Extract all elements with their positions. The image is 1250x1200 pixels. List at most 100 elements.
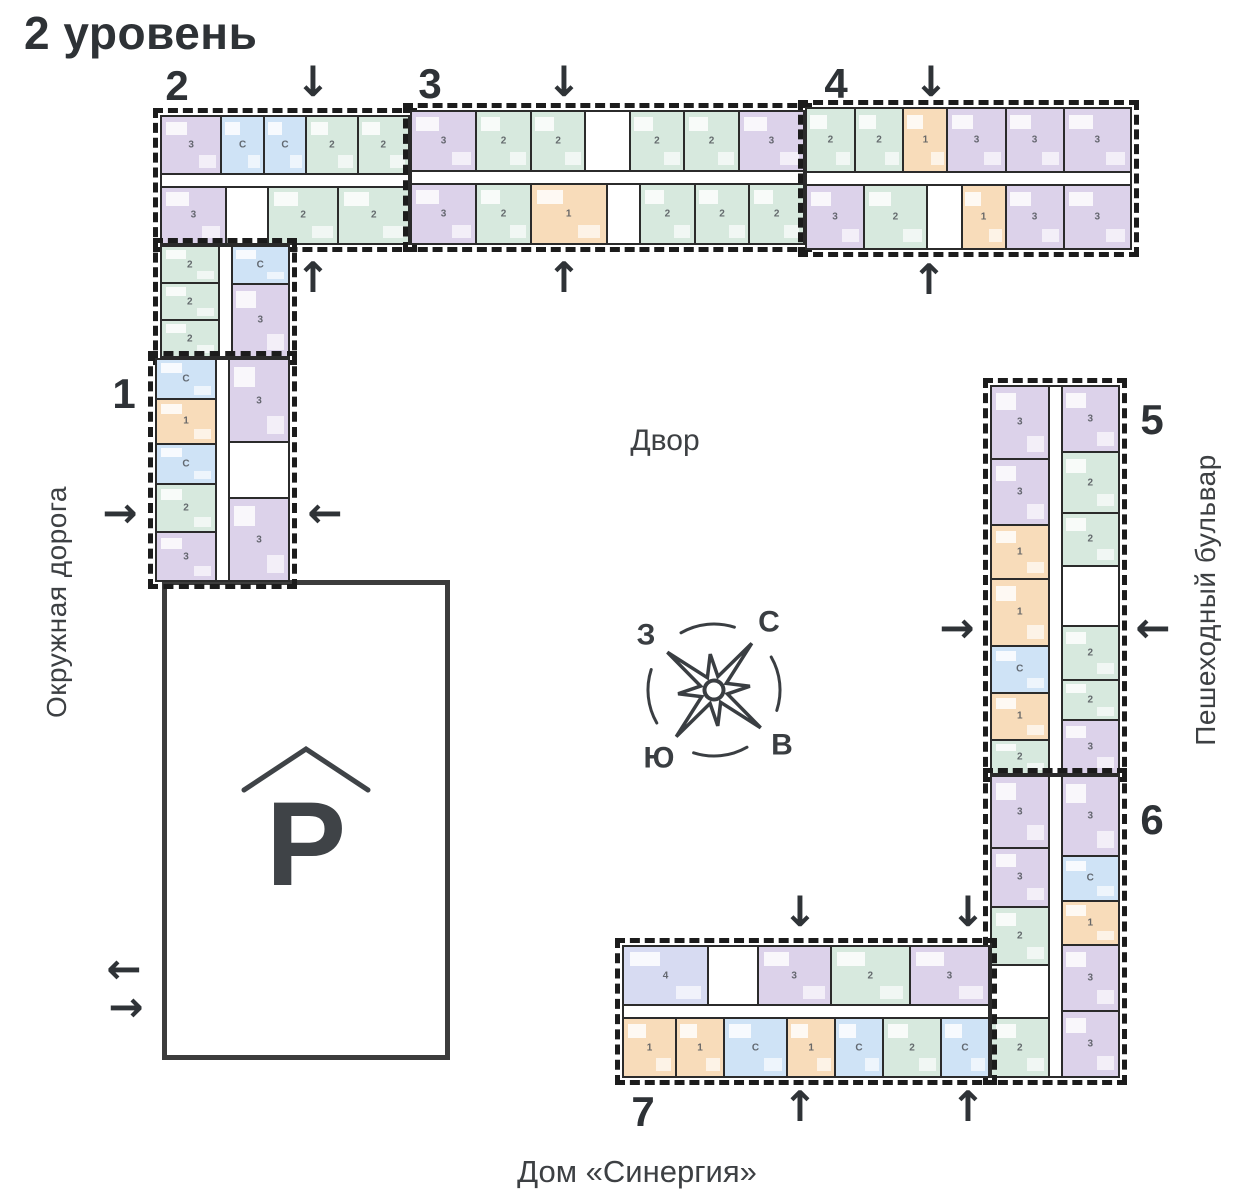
apartment-type-label: 2 — [876, 134, 882, 146]
apartment-cell[interactable]: 3 — [948, 109, 1005, 171]
apartment-type-label: С — [1016, 663, 1024, 675]
apartment-cell[interactable]: 2 — [307, 117, 357, 173]
apartment-cell[interactable]: С — [1062, 857, 1118, 900]
apartment-cell[interactable]: 1 — [992, 580, 1048, 645]
apartment-cell[interactable]: 2 — [162, 321, 218, 356]
apartment-cell[interactable]: С — [222, 117, 263, 173]
building-6: 3 3 2 2 3 С 1 3 3 — [983, 768, 1127, 1085]
apartment-cell[interactable]: 3 — [992, 777, 1048, 847]
stair-core — [607, 185, 640, 243]
section-number-2: 2 — [165, 62, 189, 109]
apartment-cell[interactable]: 2 — [750, 185, 803, 243]
apartment-type-label: 3 — [256, 534, 262, 545]
section-number-6: 6 — [1140, 796, 1164, 843]
street-label-left: Окружная дорога — [41, 485, 72, 719]
apartment-cell[interactable]: 3 — [232, 284, 288, 356]
apartment-type-label: 3 — [1094, 134, 1101, 146]
apartment-cell[interactable]: 3 — [1062, 721, 1118, 774]
apartment-cell[interactable]: 3 — [758, 947, 830, 1004]
apartment-cell[interactable]: 2 — [992, 740, 1048, 774]
apartment-cell[interactable]: 2 — [339, 187, 409, 243]
apartment-cell[interactable]: 2 — [883, 1019, 941, 1076]
apartment-cell[interactable]: 3 — [1062, 777, 1118, 856]
apartment-cell[interactable]: 2 — [1062, 680, 1118, 720]
apartment-cell[interactable]: 1 — [962, 186, 1005, 248]
apartment-cell[interactable]: 2 — [1062, 627, 1118, 679]
apartment-cell[interactable]: 3 — [157, 533, 215, 580]
apartment-cell[interactable]: С — [157, 444, 215, 483]
apartment-cell[interactable]: 3 — [1062, 946, 1118, 1011]
apartment-cell[interactable]: 2 — [992, 907, 1048, 965]
apartment-cell[interactable]: 2 — [865, 186, 926, 248]
entrance-arrow-up: ↑ — [911, 255, 947, 304]
apartment-type-label: 2 — [500, 135, 507, 147]
apartment-cell[interactable]: 1 — [531, 185, 606, 243]
apartment-cell[interactable]: 3 — [992, 848, 1048, 906]
apartment-cell[interactable]: 3 — [1062, 387, 1118, 452]
apartment-cell[interactable]: С — [232, 247, 288, 283]
apartment-cell[interactable]: 2 — [477, 112, 530, 170]
apartment-cell[interactable]: 2 — [630, 112, 684, 170]
apartment-cell[interactable]: 1 — [157, 400, 215, 443]
apartment-cell[interactable]: 2 — [992, 1019, 1048, 1077]
apartment-type-label: 3 — [1087, 972, 1094, 984]
apartment-type-label: 3 — [1031, 211, 1038, 223]
stair-core — [230, 443, 288, 497]
apartment-cell[interactable]: 3 — [739, 112, 804, 170]
apartment-cell[interactable]: 2 — [358, 117, 408, 173]
apartment-type-label: 1 — [1016, 606, 1023, 618]
apartment-cell[interactable]: 3 — [1062, 1012, 1118, 1076]
apartment-cell[interactable]: 3 — [1064, 109, 1131, 171]
apartment-cell[interactable]: 1 — [1062, 901, 1118, 945]
apartment-cell[interactable]: 3 — [230, 360, 288, 441]
apartment-cell[interactable]: 2 — [685, 112, 738, 170]
apartment-cell[interactable]: 3 — [992, 459, 1048, 525]
apartment-cell[interactable]: 3 — [162, 117, 221, 173]
apartment-cell[interactable]: 2 — [695, 185, 749, 243]
apartment-strip: 2 2 1 3 3 3 — [807, 109, 1131, 171]
apartment-cell[interactable]: 2 — [855, 109, 903, 171]
apartment-cell[interactable]: С — [836, 1019, 882, 1076]
apartment-cell[interactable]: 2 — [641, 185, 694, 243]
apartment-cell[interactable]: 2 — [1062, 513, 1118, 566]
apartment-cell[interactable]: 3 — [992, 387, 1048, 458]
apartment-cell[interactable]: С — [942, 1019, 988, 1076]
entrance-arrow-up: ↑ — [950, 1082, 986, 1131]
apartment-cell[interactable]: 1 — [677, 1019, 723, 1076]
apartment-cell[interactable]: 3 — [807, 186, 864, 248]
apartment-cell[interactable]: 3 — [1006, 186, 1063, 248]
apartment-cell[interactable]: С — [264, 117, 306, 173]
apartment-cell[interactable]: 1 — [904, 109, 947, 171]
apartment-cell[interactable]: 2 — [531, 112, 585, 170]
apartment-cell[interactable]: 3 — [230, 499, 288, 580]
apartment-cell[interactable]: 3 — [1006, 109, 1063, 171]
apartment-cell[interactable]: 2 — [268, 187, 338, 243]
apartment-type-label: 3 — [188, 139, 194, 151]
apartment-cell[interactable]: 2 — [807, 109, 854, 171]
apartment-cell[interactable]: 2 — [477, 185, 530, 243]
apartment-cell[interactable]: 3 — [1064, 186, 1131, 248]
apartment-cell[interactable]: С — [992, 646, 1048, 692]
apartment-cell[interactable]: 2 — [162, 247, 218, 282]
apartment-cell[interactable]: 1 — [992, 526, 1048, 579]
apartment-cell[interactable]: 3 — [412, 112, 476, 170]
apartment-strip: 3 3 2 2 — [992, 777, 1048, 1077]
apartment-cell[interactable]: 1 — [624, 1019, 676, 1076]
apartment-cell[interactable]: 3 — [412, 185, 476, 243]
apartment-type-label: 3 — [1087, 1038, 1094, 1050]
parking-p-label: P — [265, 777, 347, 911]
apartment-cell[interactable]: 2 — [162, 284, 218, 319]
section-number-5: 5 — [1140, 396, 1164, 443]
apartment-cell[interactable]: С — [157, 360, 215, 399]
apartment-cell[interactable]: 3 — [910, 947, 989, 1004]
apartment-cell[interactable]: 4 — [624, 947, 708, 1004]
apartment-cell[interactable]: 2 — [157, 484, 215, 532]
apartment-type-label: 1 — [1016, 710, 1023, 722]
apartment-type-label: 2 — [186, 333, 193, 344]
apartment-cell[interactable]: С — [724, 1019, 787, 1076]
apartment-cell[interactable]: 3 — [162, 187, 225, 243]
apartment-cell[interactable]: 2 — [1062, 453, 1118, 512]
apartment-cell[interactable]: 1 — [788, 1019, 835, 1076]
apartment-cell[interactable]: 1 — [992, 693, 1048, 739]
apartment-cell[interactable]: 2 — [831, 947, 909, 1004]
